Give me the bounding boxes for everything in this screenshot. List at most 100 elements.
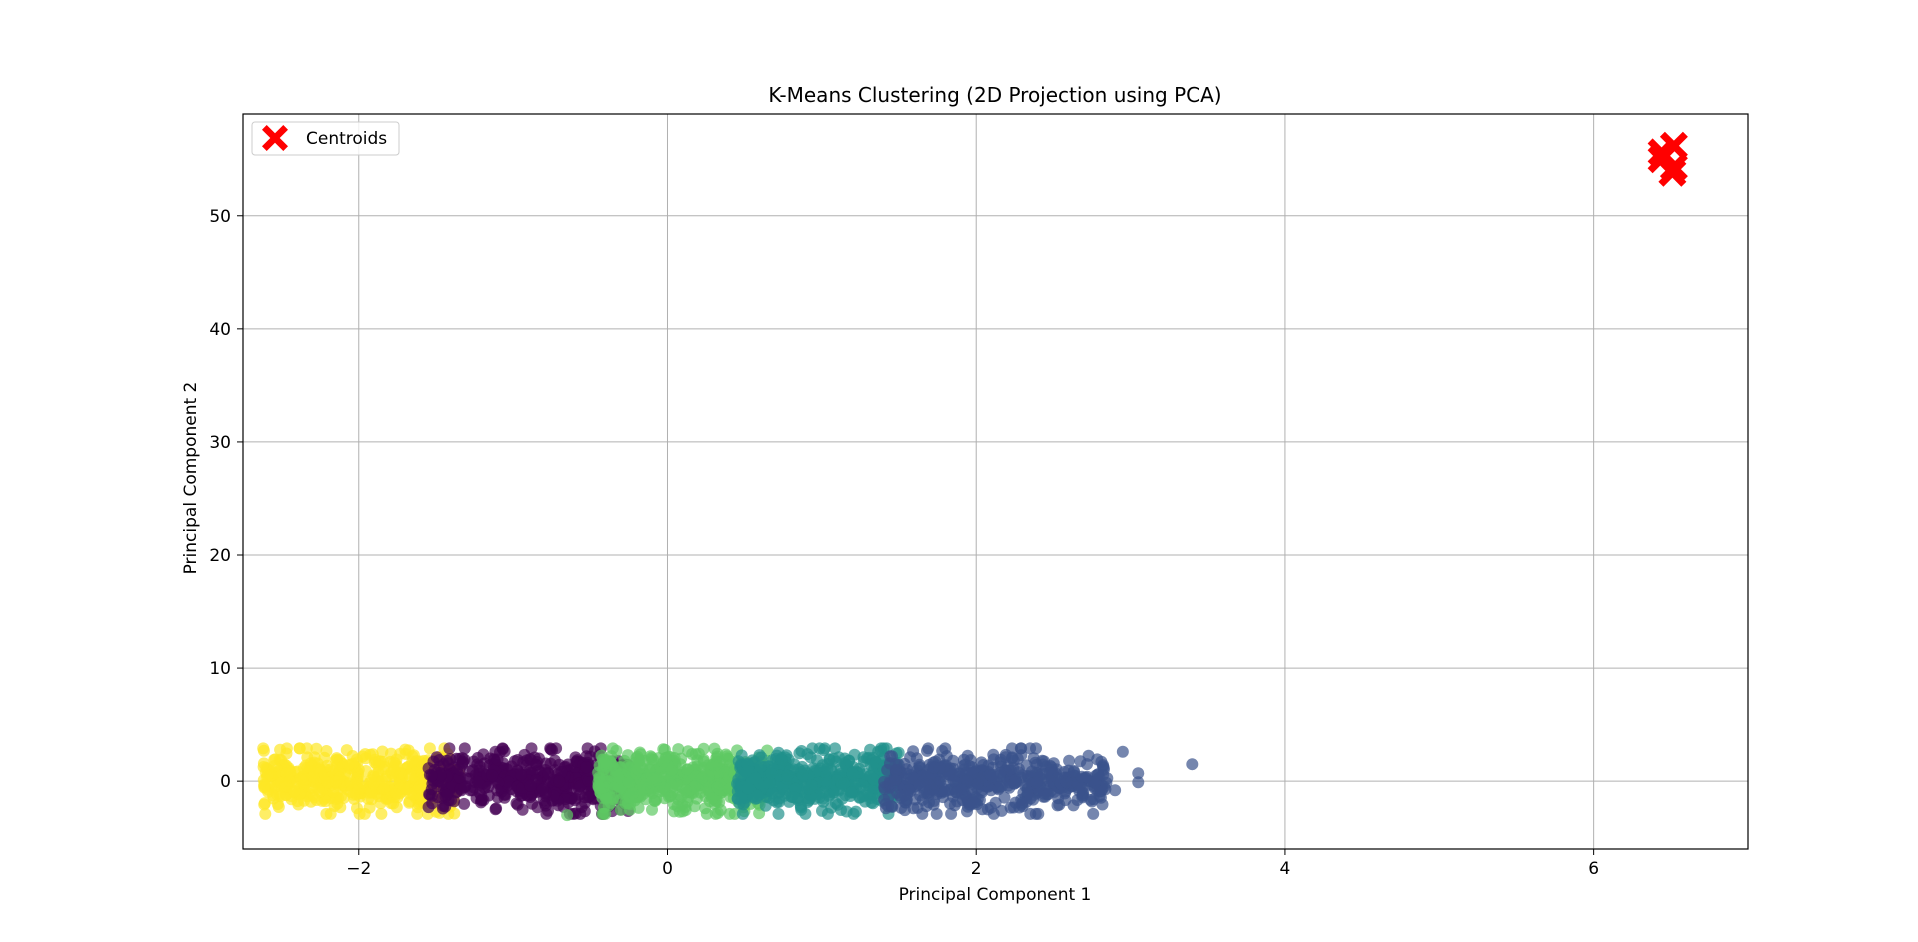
data-point [600,792,613,805]
data-point [845,786,858,799]
data-point [1006,751,1019,764]
data-point [961,774,974,787]
data-point [977,759,990,771]
data-point [902,783,915,796]
data-point [411,807,424,820]
data-point [375,807,388,820]
data-point [606,742,619,755]
data-point [334,801,347,814]
data-point [539,757,552,770]
data-point [524,779,537,792]
data-point [607,782,620,794]
data-point [859,795,872,808]
data-point [1007,762,1020,775]
data-point [700,807,713,820]
data-point [697,755,710,768]
legend: Centroids [251,121,400,156]
data-point [385,797,398,810]
data-point [796,769,809,782]
axis-ticks: −2 0 2 4 6 0 10 20 30 40 50 [209,207,1599,879]
data-point [472,775,485,788]
legend-x-marker [262,125,288,151]
data-point [1053,798,1066,811]
data-point [801,748,814,761]
data-point [1051,772,1064,785]
data-point [775,754,788,767]
outlier-point [1132,767,1145,780]
data-point [310,742,323,755]
data-point [993,769,1006,782]
data-point [659,752,672,764]
data-point [818,742,831,755]
data-point [283,765,296,778]
data-point [881,764,894,776]
data-point [515,768,527,781]
data-point [268,760,281,772]
data-point [765,767,778,780]
data-point [330,752,343,765]
data-point [1024,742,1037,755]
outlier-point [1132,776,1145,789]
data-point [274,743,287,756]
data-point [679,784,692,797]
data-point [307,770,320,783]
data-point [404,787,417,800]
data-point [627,787,639,800]
data-point [1015,742,1028,755]
data-point [951,795,964,808]
data-point [781,769,794,782]
data-point [1063,754,1076,767]
data-point [788,791,801,804]
y-tick-label: 0 [220,772,231,792]
data-point [994,780,1007,793]
data-point [553,775,566,788]
data-point [425,789,438,802]
outlier-point [1116,745,1129,758]
grid [243,114,1748,849]
data-point [795,803,808,816]
data-points [257,742,1199,822]
data-point [947,774,960,787]
data-point [261,769,274,782]
y-tick-label: 10 [209,659,231,679]
data-point [770,796,783,809]
legend-centroid-marker [262,125,288,151]
data-point [1091,753,1104,766]
data-point [735,792,748,805]
data-point [742,782,754,795]
data-point [1060,776,1073,789]
data-point [329,775,342,788]
outlier-point [1085,795,1098,808]
data-point [763,776,776,789]
data-point [688,800,701,813]
data-point [280,780,293,793]
x-axis-label: Principal Component 1 [899,885,1092,905]
data-point [889,758,902,771]
y-tick-label: 30 [209,433,231,453]
data-point [458,742,471,755]
data-point [422,801,435,814]
data-point [597,807,610,820]
data-point [1101,772,1114,785]
data-point [959,758,971,771]
data-point [258,781,271,794]
data-point [388,764,401,777]
data-point [433,754,446,766]
data-point [441,788,453,801]
data-point [634,748,647,761]
data-point [555,766,568,778]
data-point [510,797,523,810]
data-point [569,794,582,807]
data-point [1071,794,1084,806]
data-point [394,747,407,760]
data-point [1076,781,1089,794]
data-point [923,758,936,771]
data-point [816,804,828,817]
data-point [711,781,724,794]
data-point [886,800,899,813]
data-point [632,763,645,776]
data-point [623,776,636,789]
outlier-point [1186,758,1199,771]
data-point [344,776,357,789]
data-point [498,791,511,804]
